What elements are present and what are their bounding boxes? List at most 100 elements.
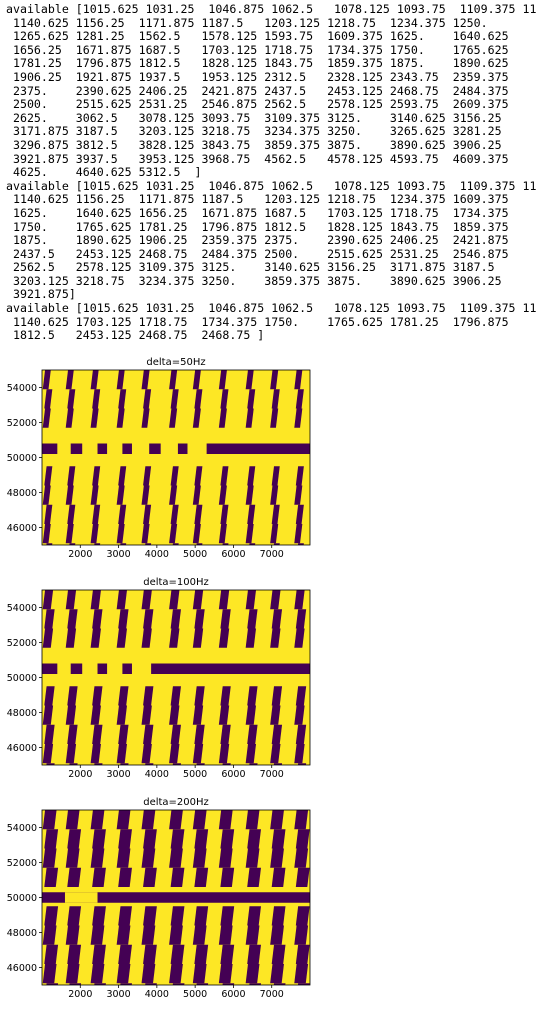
console-line: 1906.25 1921.875 1937.5 1953.125 2312.5 … — [6, 69, 509, 84]
heatmap-stripe-segment — [65, 370, 74, 390]
x-tick-label: 3000 — [106, 989, 130, 1000]
heatmap-stripe-segment — [271, 504, 280, 524]
x-tick-label: 7000 — [260, 989, 284, 1000]
heatmap-stripe-segment — [170, 906, 185, 926]
heatmap-stripe-segment — [141, 705, 152, 725]
heatmap-stripe-segment — [118, 724, 129, 744]
heatmap-stripe-segment — [118, 944, 132, 964]
heatmap-stripe-segment — [65, 628, 77, 648]
console-line: 2625. 3062.5 3078.125 3093.75 3109.375 3… — [6, 110, 502, 125]
heatmap-stripe-segment — [245, 370, 254, 390]
console-line: 2562.5 2578.125 3109.375 3125. 3140.625 … — [6, 260, 495, 275]
chart-title: delta=50Hz — [146, 357, 205, 368]
console-line: available [1015.625 1031.25 1046.875 106… — [6, 301, 537, 316]
heatmap-stripe-segment — [90, 590, 101, 610]
heatmap-stripe-segment — [194, 829, 209, 849]
heatmap-stripe-segment — [44, 906, 59, 926]
heatmap-stripe-segment — [44, 466, 53, 486]
heatmap-stripe-segment — [118, 466, 127, 486]
heatmap-stripe-segment — [295, 466, 304, 486]
console-line: 4625. 4640.625 5312.5 ] — [6, 165, 202, 180]
heatmap-stripe-segment — [271, 389, 280, 409]
heatmap-stripe-segment — [245, 628, 257, 648]
heatmap-stripe-segment — [220, 686, 231, 706]
x-tick-label: 3000 — [106, 549, 130, 560]
heatmap-stripe-segment — [92, 944, 106, 964]
heatmap-stripe-segment — [249, 543, 256, 545]
heatmap-stripe-segment — [220, 504, 229, 524]
heatmap-stripe-segment — [145, 763, 154, 765]
heatmap-band-gap — [82, 663, 98, 674]
x-tick-label: 4000 — [145, 549, 169, 560]
y-tick-label: 46000 — [7, 963, 37, 974]
heatmap-stripe-segment — [271, 609, 283, 629]
heatmap-stripe-segment — [42, 590, 54, 610]
heatmap-band — [42, 663, 310, 674]
heatmap-stripe-segment — [245, 590, 257, 610]
heatmap-stripe-segment — [194, 504, 203, 524]
x-tick-label: 6000 — [221, 549, 245, 560]
heatmap-stripe-segment — [67, 686, 78, 706]
heatmap-stripe-segment — [194, 906, 209, 926]
y-tick-label: 48000 — [7, 708, 37, 719]
heatmap-stripe-segment — [196, 763, 205, 765]
heatmap-stripe-segment — [271, 466, 280, 486]
heatmap-stripe-segment — [120, 983, 132, 985]
console-line: 2500. 2515.625 2531.25 2546.875 2562.5 2… — [6, 97, 509, 112]
heatmap-stripe-segment — [143, 504, 152, 524]
heatmap-stripe-segment — [270, 705, 281, 725]
heatmap-stripe-segment — [94, 543, 101, 545]
console-line: 1140.625 1703.125 1718.75 1734.375 1750.… — [6, 314, 509, 329]
heatmap-stripe-segment — [90, 964, 105, 984]
console-line: available [1015.625 1031.25 1046.875 106… — [6, 2, 537, 16]
heatmap-stripe-segment — [270, 370, 279, 390]
heatmap-stripe-segment — [271, 944, 286, 964]
heatmap-stripe-segment — [245, 848, 260, 868]
heatmap-stripe-segment — [169, 590, 180, 610]
x-tick-label: 4000 — [145, 769, 169, 780]
heatmap-stripe-segment — [92, 389, 101, 409]
heatmap-stripe-segment — [270, 408, 279, 428]
heatmap-stripe-segment — [92, 686, 103, 706]
heatmap-stripe-segment — [218, 848, 233, 868]
x-tick-label: 2000 — [68, 769, 92, 780]
heatmap-stripe-segment — [42, 705, 54, 725]
heatmap-stripe-segment — [220, 466, 229, 486]
y-tick-label: 54000 — [7, 383, 37, 394]
heatmap-stripe-segment — [67, 867, 82, 887]
heatmap-stripe-segment — [90, 628, 101, 648]
console-line: 3203.125 3218.75 3234.375 3250. 3859.375… — [6, 273, 502, 288]
heatmap-stripe-segment — [169, 408, 178, 428]
x-tick-label: 6000 — [221, 989, 245, 1000]
heatmap-stripe-segment — [67, 504, 76, 524]
heatmap-stripe-segment — [295, 867, 310, 887]
heatmap-stripe-segment — [218, 524, 227, 544]
y-tick-label: 46000 — [7, 523, 37, 534]
x-tick-label: 5000 — [183, 989, 207, 1000]
heatmap-stripe-segment — [141, 485, 150, 505]
heatmap-stripe-segment — [90, 705, 101, 725]
heatmap-stripe-segment — [42, 744, 54, 764]
heatmap-100hz: delta=100Hz 2000 3000 4000 5000 6000 7000 46000… — [7, 577, 311, 780]
heatmap-stripe-segment — [44, 609, 55, 629]
heatmap-stripe-segment — [294, 925, 309, 945]
heatmap-stripe-segment — [42, 925, 57, 945]
heatmap-200hz: delta=200Hz 2000 3000 4000 5000 6000 7000 46000… — [7, 797, 311, 1000]
y-tick-label: 50000 — [7, 893, 37, 904]
heatmap-stripe-segment — [294, 705, 305, 725]
heatmap-stripe-segment — [69, 763, 78, 765]
heatmap-stripe-segment — [273, 983, 286, 985]
heatmap-stripe-segment — [247, 867, 261, 887]
console-line: 3171.875 3187.5 3203.125 3218.75 3234.37… — [6, 124, 502, 139]
heatmap-stripe-segment — [118, 609, 129, 629]
console-line: 1812.5 2453.125 2468.75 2468.75 ] — [6, 328, 265, 343]
heatmap-stripe-segment — [120, 543, 127, 545]
heatmap-stripe-segment — [92, 829, 106, 849]
heatmap-stripe-segment — [143, 686, 154, 706]
heatmap-stripe-segment — [44, 389, 53, 409]
y-tick-label: 50000 — [7, 673, 37, 684]
heatmap-plot-area — [42, 590, 310, 765]
heatmap-stripe-segment — [194, 389, 203, 409]
heatmap-stripe-segment — [90, 408, 99, 428]
heatmap-stripe-segment — [297, 763, 307, 765]
